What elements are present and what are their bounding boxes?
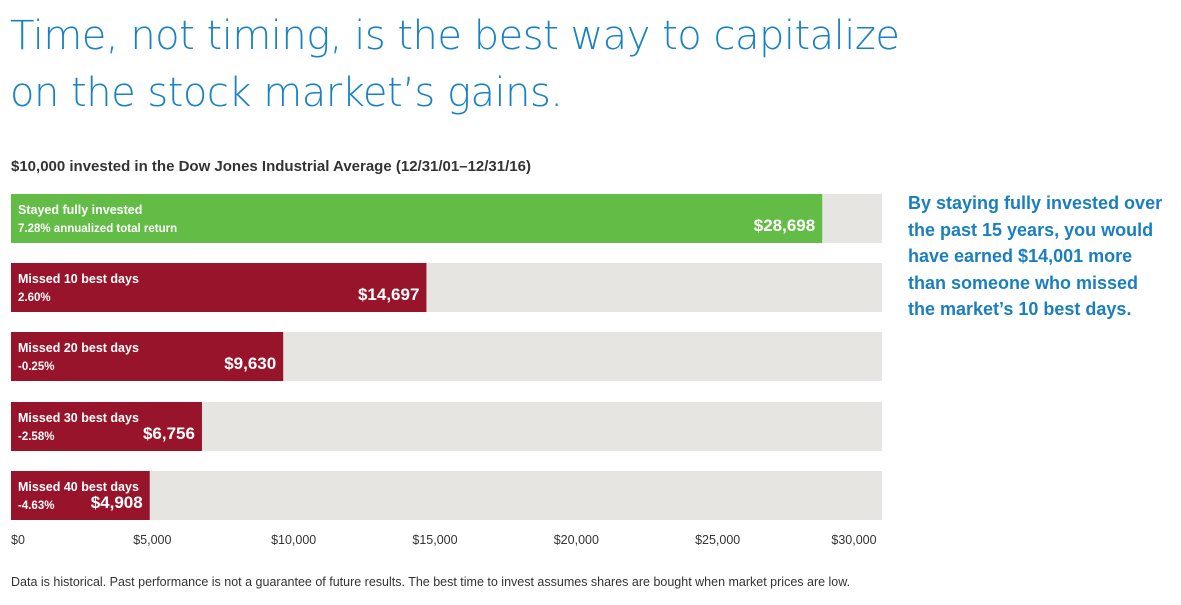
bar-sublabel: 2.60% (18, 292, 51, 304)
bar-value-label: $4,908 (91, 493, 143, 512)
x-tick-label: $0 (11, 533, 25, 547)
bar (11, 332, 284, 381)
x-tick-label: $10,000 (271, 533, 316, 547)
bar-sublabel: -2.58% (18, 431, 54, 443)
bar (11, 263, 427, 312)
bar-sublabel: -0.25% (18, 361, 54, 373)
bar (11, 194, 823, 243)
bar-value-label: $9,630 (224, 354, 276, 373)
x-tick-label: $25,000 (695, 533, 740, 547)
bar-value-label: $14,697 (358, 285, 419, 304)
footnote: Data is historical. Past performance is … (11, 575, 851, 589)
bar-track (11, 471, 882, 520)
headline-line-1: Time, not timing, is the best way to cap… (10, 13, 900, 59)
bar-sublabel: -4.63% (18, 500, 54, 512)
bar-sublabel: 7.28% annualized total return (18, 223, 177, 235)
bar-label: Missed 10 best days (18, 272, 139, 286)
chart-subtitle: $10,000 invested in the Dow Jones Indust… (11, 158, 531, 175)
bar (11, 471, 150, 520)
x-tick-label: $15,000 (412, 533, 457, 547)
headline-line-2: on the stock market’s gains. (10, 70, 563, 116)
bar-value-label: $28,698 (754, 216, 815, 235)
bar-label: Missed 20 best days (18, 341, 139, 355)
bar-label: Stayed fully invested (18, 203, 142, 217)
bar-value-label: $6,756 (143, 424, 195, 443)
callout-text: By staying fully invested over the past … (908, 193, 1163, 319)
headline: Time, not timing, is the best way to cap… (10, 8, 900, 122)
bar (11, 402, 202, 451)
bar-label: Missed 40 best days (18, 480, 139, 494)
x-tick-label: $20,000 (554, 533, 599, 547)
x-tick-label: $30,000 (831, 533, 876, 547)
x-tick-label: $5,000 (133, 533, 171, 547)
bar-label: Missed 30 best days (18, 411, 139, 425)
